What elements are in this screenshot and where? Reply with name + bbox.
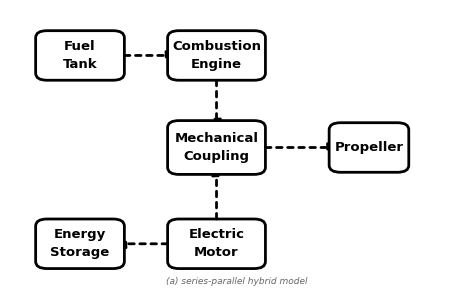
FancyBboxPatch shape [168,219,265,268]
FancyBboxPatch shape [168,31,265,80]
Text: Mechanical
Coupling: Mechanical Coupling [174,132,258,163]
Text: Combustion
Engine: Combustion Engine [172,40,261,71]
FancyBboxPatch shape [36,219,124,268]
Text: Fuel
Tank: Fuel Tank [63,40,97,71]
FancyBboxPatch shape [36,31,124,80]
Text: Electric
Motor: Electric Motor [189,228,245,259]
FancyBboxPatch shape [168,121,265,174]
FancyBboxPatch shape [329,123,409,172]
Text: Energy
Storage: Energy Storage [50,228,109,259]
Text: Propeller: Propeller [335,141,403,154]
Text: (a) series-parallel hybrid model: (a) series-parallel hybrid model [166,277,308,286]
